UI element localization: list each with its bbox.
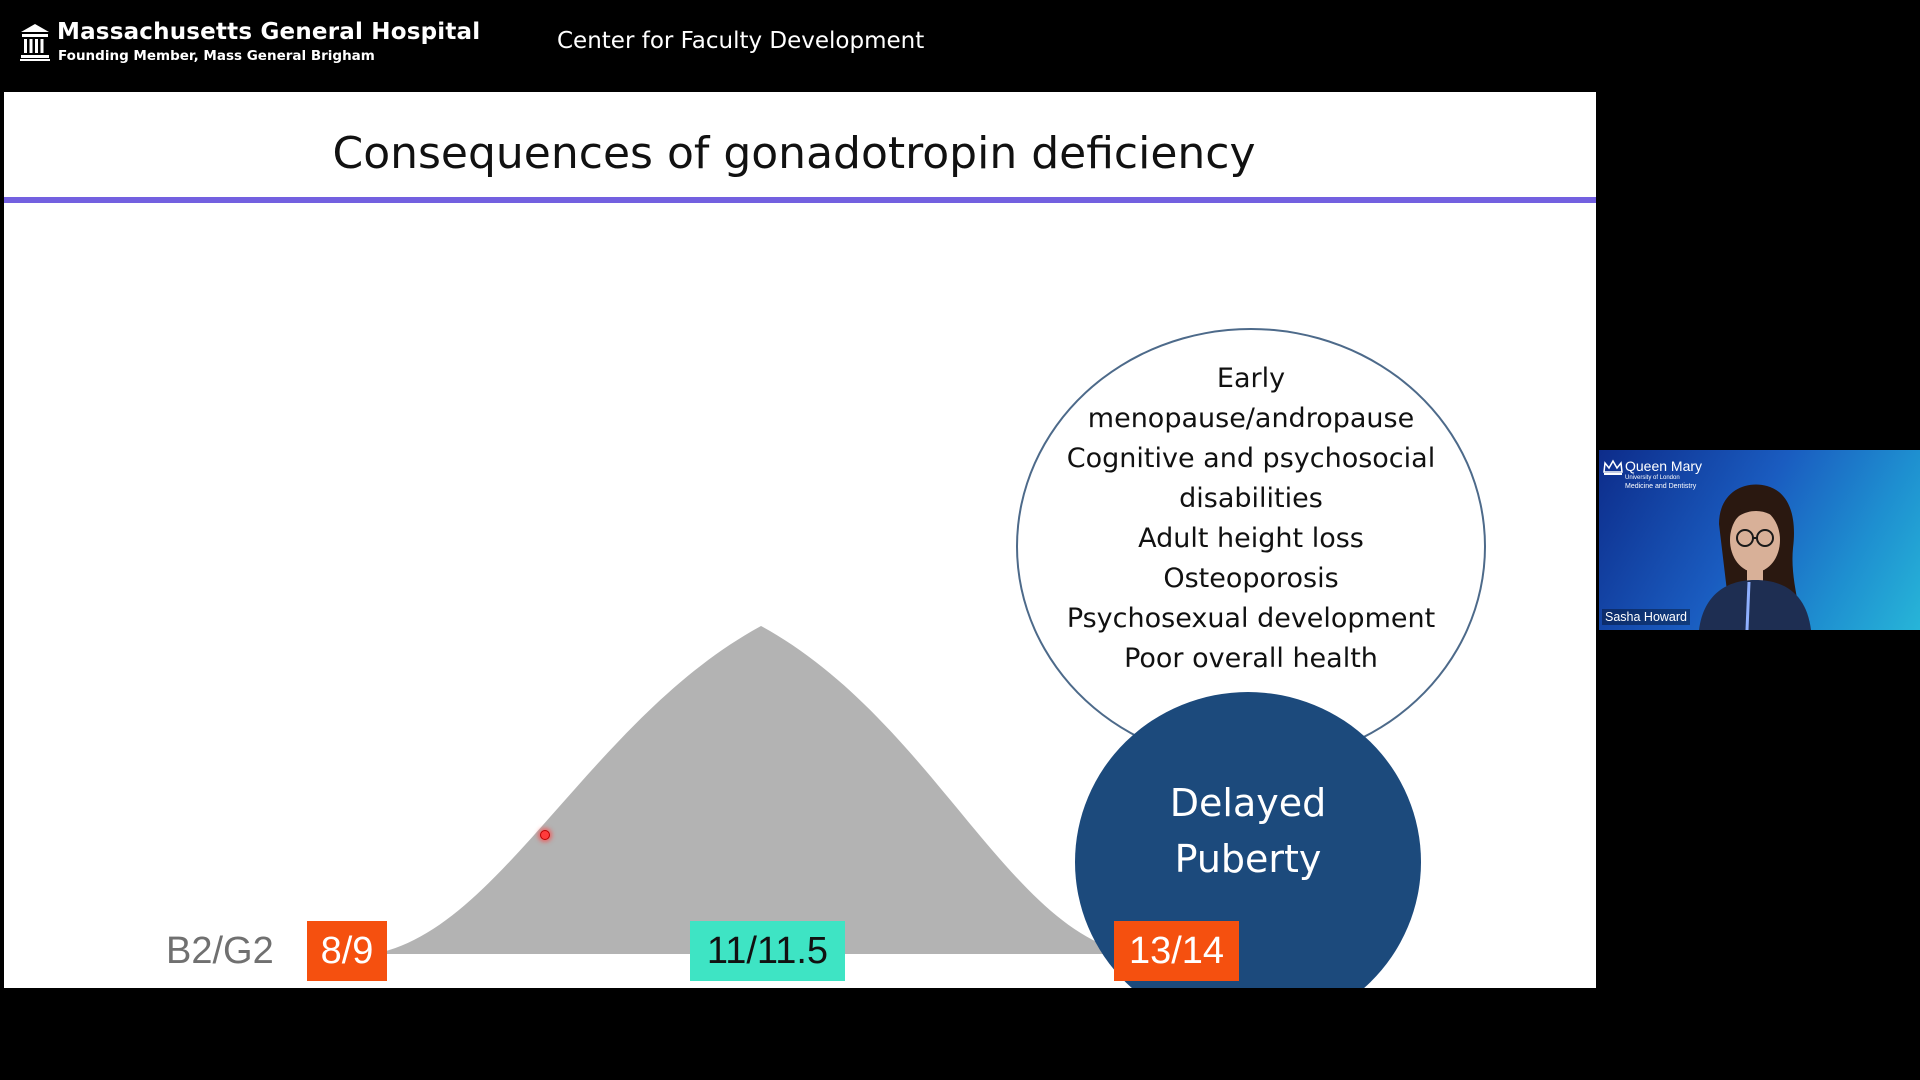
org-title: Queen Mary: [1625, 458, 1703, 474]
participant-name: Sasha Howard: [1602, 609, 1690, 625]
consequence-item: Adult height loss: [1138, 523, 1364, 554]
participant-video-tile[interactable]: Queen Mary University of London Medicine…: [1599, 450, 1920, 630]
org-subtitle: University of London: [1625, 475, 1680, 481]
top-banner: Massachusetts General Hospital Founding …: [0, 0, 1600, 90]
delayed-puberty-label: Delayed Puberty: [1075, 775, 1421, 887]
building-icon: [20, 24, 50, 61]
presentation-slide: Consequences of gonadotropin deficiency …: [4, 92, 1596, 988]
age-box-mean: 11/11.5: [690, 921, 845, 981]
age-box-late: 13/14: [1114, 921, 1239, 981]
puberty-distribution-curve: [382, 626, 1124, 954]
center-title: Center for Faculty Development: [557, 28, 925, 54]
stage-label: B2/G2: [166, 930, 274, 972]
age-box-early: 8/9: [307, 921, 387, 981]
hospital-name: Massachusetts General Hospital: [57, 19, 481, 45]
delayed-line: Delayed: [1169, 781, 1327, 825]
puberty-line: Puberty: [1174, 837, 1322, 881]
title-divider: [4, 197, 1596, 203]
consequences-list: Early menopause/andropause Cognitive and…: [1044, 359, 1458, 679]
slide-title: Consequences of gonadotropin deficiency: [332, 128, 1256, 179]
laser-pointer-dot: [540, 830, 550, 840]
consequence-item: Osteoporosis: [1163, 563, 1339, 594]
participant-avatar: [1699, 484, 1811, 630]
bell-curve-shape: [382, 626, 1124, 954]
consequence-item: Poor overall health: [1124, 643, 1378, 674]
consequence-item: menopause/andropause: [1087, 403, 1415, 434]
crown-icon: [1603, 459, 1623, 475]
org-department: Medicine and Dentistry: [1625, 483, 1697, 490]
consequence-item: Psychosexual development: [1066, 603, 1436, 634]
consequence-item: Early: [1216, 363, 1286, 394]
consequence-item: Cognitive and psychosocial: [1066, 443, 1436, 474]
consequence-item: disabilities: [1179, 483, 1323, 514]
hospital-subtitle: Founding Member, Mass General Brigham: [58, 48, 375, 64]
